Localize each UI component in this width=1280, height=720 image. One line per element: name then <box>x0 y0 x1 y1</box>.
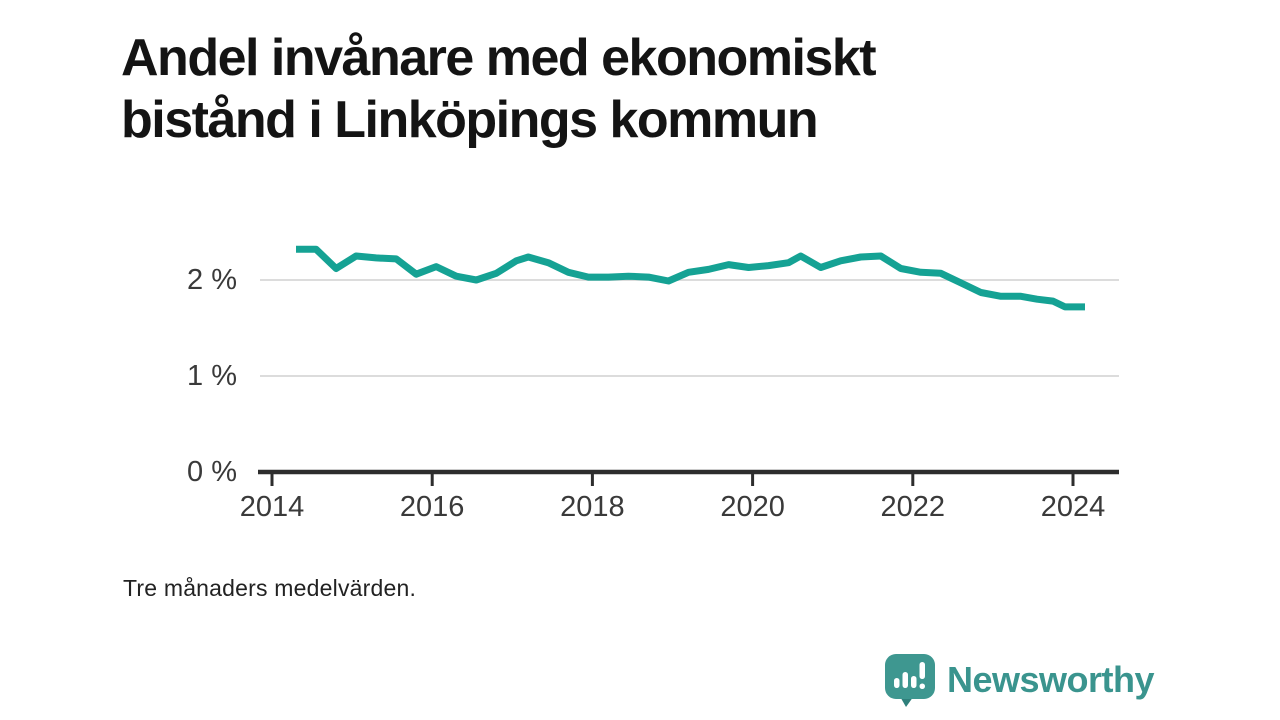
newsworthy-logo-icon <box>884 654 935 707</box>
chart-title-line1: Andel invånare med ekonomiskt <box>121 28 877 87</box>
brand-lockup: Newsworthy <box>883 653 1155 707</box>
chart-title-line2: bistånd i Linköpings kommun <box>121 90 819 149</box>
chart-title: Andel invånare med ekonomiskt bistånd i … <box>121 27 1161 151</box>
chart-caption: Tre månaders medelvärden. <box>123 575 417 601</box>
brand-name: Newsworthy <box>946 659 1155 700</box>
data-line-share-with-economic-aid <box>296 245 1085 311</box>
